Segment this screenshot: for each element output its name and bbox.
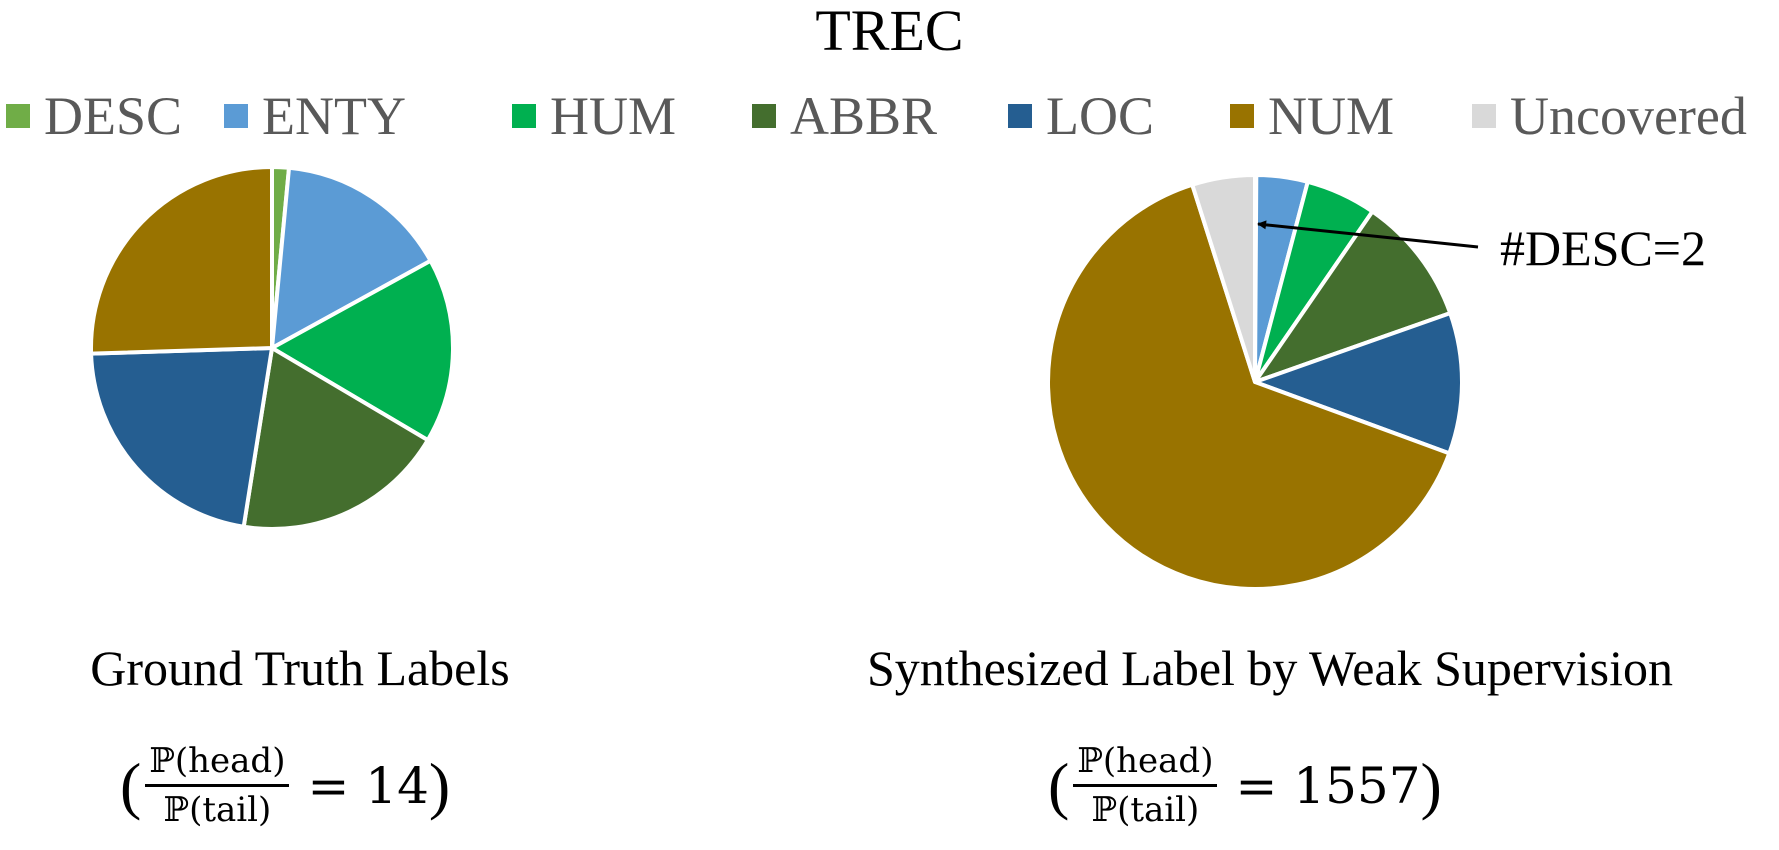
annotation-arrow xyxy=(1257,220,1479,249)
open-paren: ( xyxy=(120,749,142,821)
close-paren: ) xyxy=(428,749,451,821)
annotation-label: #DESC=2 xyxy=(1500,220,1706,276)
pie-slice-num xyxy=(89,165,274,356)
fraction-denominator: ℙ(tail) xyxy=(163,790,272,830)
legend-swatch-enty xyxy=(224,104,248,128)
legend-item-uncovered: Uncovered xyxy=(1472,84,1747,148)
legend-label-hum: HUM xyxy=(550,86,677,146)
legend-label-loc: LOC xyxy=(1046,86,1154,146)
fraction-numerator: ℙ(head) xyxy=(149,741,286,781)
legend-item-desc: DESC xyxy=(6,84,182,148)
pie-slice-abbr xyxy=(1253,209,1453,384)
ratio-synthesized: ( ℙ(head) ℙ(tail) = 1557 ) xyxy=(1048,740,1442,831)
open-paren: ( xyxy=(1048,749,1070,821)
legend-label-num: NUM xyxy=(1268,86,1395,146)
legend-swatch-desc xyxy=(6,104,30,128)
pie-slice-abbr xyxy=(241,346,430,531)
ratio-ground-truth: ( ℙ(head) ℙ(tail) = 14 ) xyxy=(120,740,450,831)
fraction-bar xyxy=(145,784,290,787)
pie-slice-num xyxy=(1046,182,1452,591)
close-paren: ) xyxy=(1420,749,1442,821)
legend-label-desc: DESC xyxy=(44,86,183,146)
pie-slice-loc xyxy=(1253,311,1464,456)
legend-swatch-hum xyxy=(512,104,536,128)
legend-item-enty: ENTY xyxy=(224,84,406,148)
pie-slice-uncovered xyxy=(1190,173,1257,384)
fraction-numerator: ℙ(head) xyxy=(1077,741,1214,781)
pie-slice-enty xyxy=(270,165,433,350)
fraction: ℙ(head) ℙ(tail) xyxy=(1073,740,1218,831)
fraction-bar xyxy=(1073,784,1218,787)
caption-ground-truth: Ground Truth Labels xyxy=(90,640,510,696)
legend-label-uncovered: Uncovered xyxy=(1510,86,1747,146)
pie-slice-hum xyxy=(270,258,455,443)
legend-swatch-abbr xyxy=(752,104,776,128)
legend-item-hum: HUM xyxy=(512,84,676,148)
legend-item-abbr: ABBR xyxy=(752,84,937,148)
figure-title: TREC xyxy=(815,0,964,63)
legend: DESC ENTY HUM ABBR LOC NUM Uncovered xyxy=(0,84,1779,148)
legend-label-enty: ENTY xyxy=(262,86,406,146)
legend-swatch-num xyxy=(1230,104,1254,128)
ratio-value: = 1557 xyxy=(1235,756,1421,815)
legend-item-num: NUM xyxy=(1230,84,1394,148)
fraction: ℙ(head) ℙ(tail) xyxy=(145,740,290,831)
legend-label-abbr: ABBR xyxy=(790,86,938,146)
legend-item-loc: LOC xyxy=(1008,84,1154,148)
pie-synthesized xyxy=(1046,172,1464,591)
legend-swatch-uncovered xyxy=(1472,104,1496,128)
pie-slice-loc xyxy=(89,346,274,529)
ratio-value: = 14 xyxy=(307,756,429,815)
caption-synthesized: Synthesized Label by Weak Supervision xyxy=(866,640,1673,696)
fraction-denominator: ℙ(tail) xyxy=(1091,790,1200,830)
legend-swatch-loc xyxy=(1008,104,1032,128)
annotation-desc: #DESC=2 xyxy=(1257,220,1706,276)
pie-ground-truth xyxy=(89,165,455,531)
